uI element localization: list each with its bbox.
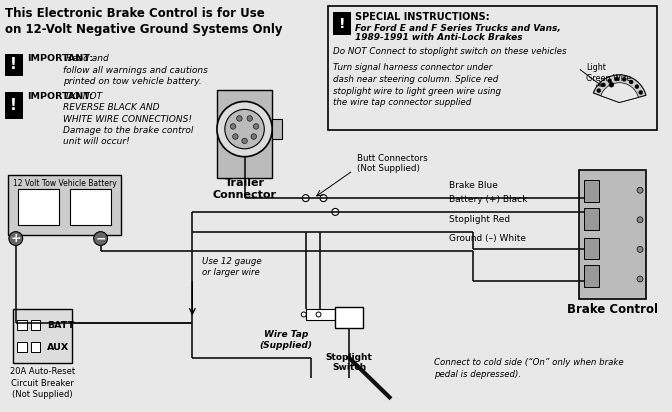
Circle shape <box>225 109 264 149</box>
Text: For Ford E and F Series Trucks and Vans,: For Ford E and F Series Trucks and Vans, <box>355 23 560 33</box>
Text: 1989-1991 with Anti-Lock Brakes: 1989-1991 with Anti-Lock Brakes <box>355 33 523 42</box>
Wedge shape <box>593 75 646 103</box>
Circle shape <box>639 91 642 94</box>
Circle shape <box>637 246 643 252</box>
Text: −: − <box>95 232 106 245</box>
Text: !: ! <box>10 58 17 73</box>
Circle shape <box>237 116 242 121</box>
Circle shape <box>301 312 306 317</box>
Text: Turn signal harness connector under
dash near steering column. Splice red
stopli: Turn signal harness connector under dash… <box>333 63 501 108</box>
Text: Ground (–) White: Ground (–) White <box>449 234 526 243</box>
Text: This Electronic Brake Control is for Use
on 12-Volt Negative Ground Systems Only: This Electronic Brake Control is for Use… <box>5 7 282 36</box>
Text: Stoplight Red: Stoplight Red <box>449 215 510 224</box>
Circle shape <box>253 124 259 129</box>
Circle shape <box>242 138 247 144</box>
Text: SPECIAL INSTRUCTIONS:: SPECIAL INSTRUCTIONS: <box>355 12 490 22</box>
Bar <box>306 309 335 321</box>
Circle shape <box>93 232 108 246</box>
Circle shape <box>233 134 238 139</box>
Circle shape <box>601 83 605 87</box>
Bar <box>17 189 59 225</box>
Text: Brake Blue: Brake Blue <box>449 181 497 190</box>
Circle shape <box>637 217 643 223</box>
Text: 12 Volt Tow Vehicle Battery: 12 Volt Tow Vehicle Battery <box>13 179 116 188</box>
Text: Stoplight
Switch: Stoplight Switch <box>326 353 372 372</box>
Text: IMPORTANT:: IMPORTANT: <box>27 54 93 63</box>
Text: Battery (+) Black: Battery (+) Black <box>449 195 527 204</box>
Text: Brake Control: Brake Control <box>567 303 658 316</box>
Bar <box>584 238 599 259</box>
Text: BATT: BATT <box>47 321 75 330</box>
Text: Read and
follow all warnings and cautions
printed on tow vehicle battery.: Read and follow all warnings and caution… <box>63 54 208 86</box>
Circle shape <box>609 82 614 87</box>
Circle shape <box>9 232 23 246</box>
Bar <box>17 321 27 330</box>
Circle shape <box>230 124 236 129</box>
Circle shape <box>607 79 612 83</box>
Bar <box>584 208 599 229</box>
Circle shape <box>247 116 253 121</box>
Bar <box>335 307 363 328</box>
Circle shape <box>302 194 309 201</box>
Circle shape <box>316 312 321 317</box>
Text: +: + <box>11 232 21 245</box>
Bar <box>272 119 282 139</box>
Bar <box>329 6 657 130</box>
Circle shape <box>597 89 601 93</box>
Text: DO NOT
REVERSE BLACK AND
WHITE WIRE CONNECTIONS!
Damage to the brake control
uni: DO NOT REVERSE BLACK AND WHITE WIRE CONN… <box>63 91 194 146</box>
Circle shape <box>320 194 327 201</box>
Text: Wire Tap
(Supplied): Wire Tap (Supplied) <box>259 330 312 350</box>
Circle shape <box>622 77 626 81</box>
Text: Light
Green Wire: Light Green Wire <box>586 63 631 83</box>
Circle shape <box>217 101 272 157</box>
Bar <box>5 91 23 119</box>
Circle shape <box>251 134 257 139</box>
Circle shape <box>629 80 633 84</box>
Text: Do NOT Connect to stoplight switch on these vehicles: Do NOT Connect to stoplight switch on th… <box>333 47 566 56</box>
Bar <box>30 321 40 330</box>
Text: Connect to cold side (“On” only when brake
pedal is depressed).: Connect to cold side (“On” only when bra… <box>434 358 624 379</box>
Bar <box>13 309 72 363</box>
Circle shape <box>615 77 619 81</box>
Text: !: ! <box>339 16 345 30</box>
Text: !: ! <box>10 98 17 113</box>
Bar <box>579 171 646 299</box>
Wedge shape <box>601 83 638 103</box>
Bar <box>584 265 599 287</box>
Bar <box>70 189 112 225</box>
Bar <box>5 54 23 76</box>
Circle shape <box>637 276 643 282</box>
Text: Butt Connectors
(Not Supplied): Butt Connectors (Not Supplied) <box>357 154 428 173</box>
Text: Trailer
Connector: Trailer Connector <box>212 178 277 200</box>
Circle shape <box>332 208 339 215</box>
Text: 20A Auto-Reset
Circuit Breaker
(Not Supplied): 20A Auto-Reset Circuit Breaker (Not Supp… <box>10 367 75 399</box>
Bar <box>17 342 27 352</box>
Bar <box>8 176 122 234</box>
Bar <box>217 90 272 178</box>
Bar <box>30 342 40 352</box>
Bar <box>333 12 351 35</box>
Bar <box>584 180 599 202</box>
Circle shape <box>637 187 643 193</box>
Circle shape <box>635 84 639 89</box>
Text: Use 12 gauge
or larger wire: Use 12 gauge or larger wire <box>202 257 262 277</box>
Text: IMPORTANT:: IMPORTANT: <box>27 91 93 101</box>
Text: AUX: AUX <box>47 342 70 351</box>
